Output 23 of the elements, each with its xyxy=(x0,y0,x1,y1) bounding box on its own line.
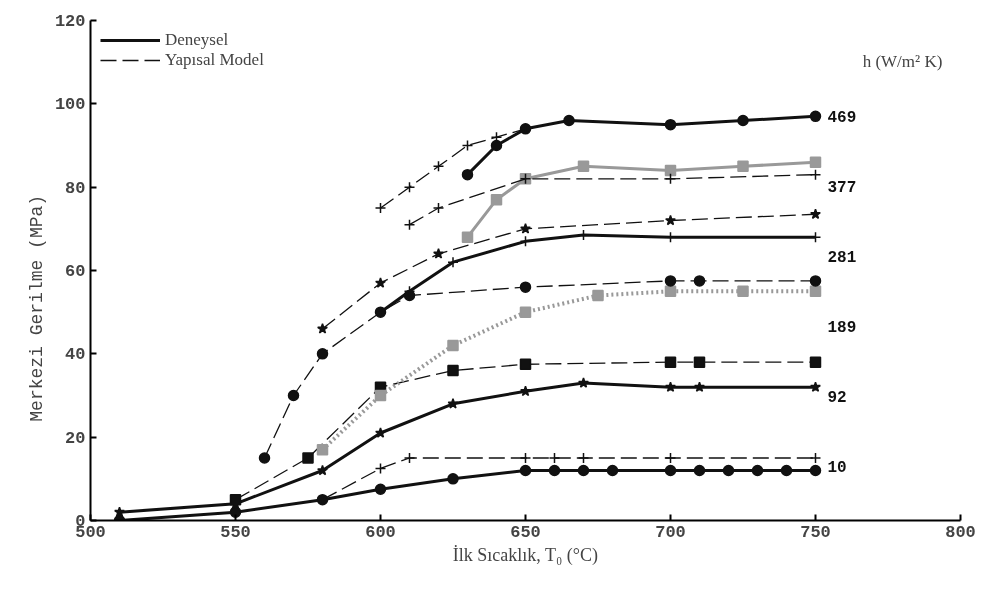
x-tick-label: 750 xyxy=(800,522,831,542)
y-tick-label: 120 xyxy=(54,12,86,31)
y-tick-label: 60 xyxy=(65,262,86,281)
y-tick-label: 20 xyxy=(65,428,86,448)
annotation: 92 xyxy=(827,389,847,407)
annotation: 377 xyxy=(827,179,857,197)
y-axis-title: Merkezi Gerilme (MPa) xyxy=(26,194,47,422)
y-tick-label: 80 xyxy=(65,178,86,198)
legend-label: Yapısal Model xyxy=(165,50,264,70)
annotation: 189 xyxy=(827,319,857,337)
x-tick-label: 600 xyxy=(365,522,396,542)
x-tick-label: 800 xyxy=(945,522,976,542)
x-tick-label: 700 xyxy=(655,522,686,542)
annotation: 281 xyxy=(827,249,857,267)
x-axis-title: İlk Sıcaklık, T₀ (°C) xyxy=(452,544,598,566)
legend-label: Deneysel xyxy=(165,30,229,50)
y-tick-label: 100 xyxy=(54,95,86,115)
x-tick-label: 550 xyxy=(220,522,251,542)
annotation: 469 xyxy=(827,109,857,127)
x-tick-label: 650 xyxy=(510,522,541,542)
y-tick-label: 40 xyxy=(65,345,86,365)
annotation: 10 xyxy=(827,459,847,477)
legend-title: h (W/m² K) xyxy=(862,51,943,71)
